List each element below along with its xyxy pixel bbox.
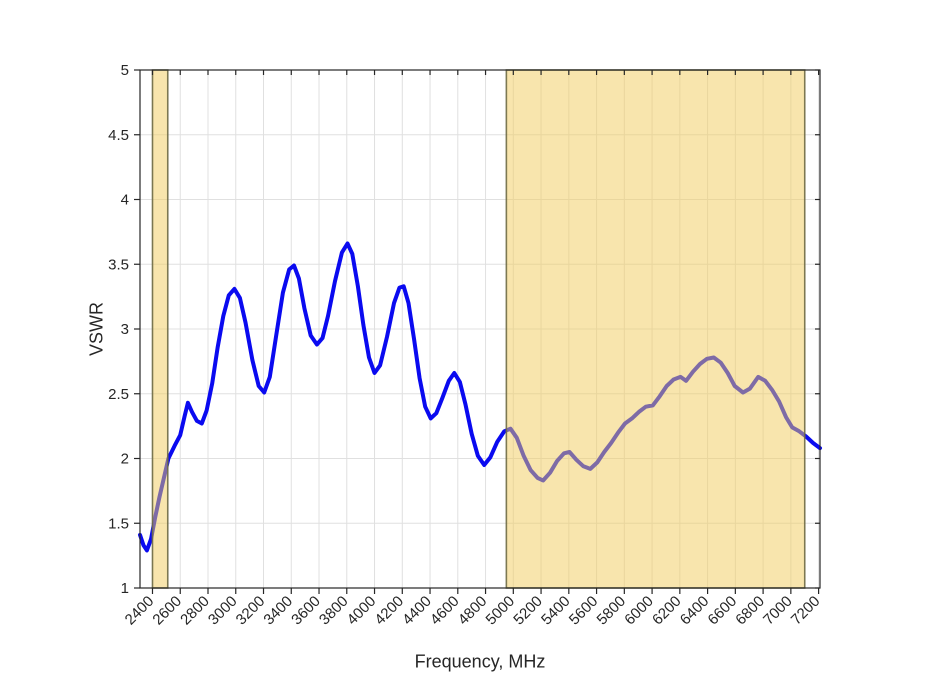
x-tick-label: 6400	[677, 593, 713, 629]
y-tick-label: 5	[121, 62, 129, 79]
y-tick-label: 4	[121, 192, 129, 209]
y-tick-label: 4.5	[108, 127, 129, 144]
y-axis-title: VSWR	[86, 302, 107, 356]
y-tick-label: 1	[121, 580, 129, 597]
x-tick-label: 4400	[399, 593, 435, 629]
x-tick-label: 4800	[455, 593, 491, 629]
shaded-band	[505, 69, 806, 589]
x-tick-label: 6000	[621, 593, 657, 629]
x-tick-label: 6800	[732, 593, 768, 629]
x-tick-label: 2800	[177, 593, 213, 629]
y-tick-label: 3.5	[108, 256, 129, 273]
x-tick-label: 4600	[427, 593, 463, 629]
y-tick-label: 3	[121, 321, 129, 338]
y-tick-label: 2.5	[108, 386, 129, 403]
x-tick-label: 5200	[510, 593, 546, 629]
x-tick-label: 7000	[760, 593, 796, 629]
x-axis-title: Frequency, MHz	[414, 651, 546, 672]
x-tick-label: 5400	[538, 593, 574, 629]
y-tick-label: 1.5	[108, 515, 129, 532]
x-tick-label: 2600	[149, 593, 185, 629]
x-tick-label: 3400	[260, 593, 296, 629]
x-tick-label: 6600	[705, 593, 741, 629]
y-tick-label: 2	[121, 451, 129, 468]
x-tick-label: 4000	[344, 593, 380, 629]
x-tick-label: 3000	[205, 593, 241, 629]
x-tick-label: 3800	[316, 593, 352, 629]
shaded-band	[151, 69, 169, 589]
x-tick-label: 7200	[788, 593, 824, 629]
x-tick-label: 3200	[233, 593, 269, 629]
x-tick-label: 5000	[483, 593, 519, 629]
x-tick-label: 4200	[371, 593, 407, 629]
x-tick-label: 5600	[566, 593, 602, 629]
x-tick-label: 6200	[649, 593, 685, 629]
x-tick-label: 5800	[594, 593, 630, 629]
x-tick-label: 3600	[288, 593, 324, 629]
x-tick-label: 2400	[122, 593, 158, 629]
